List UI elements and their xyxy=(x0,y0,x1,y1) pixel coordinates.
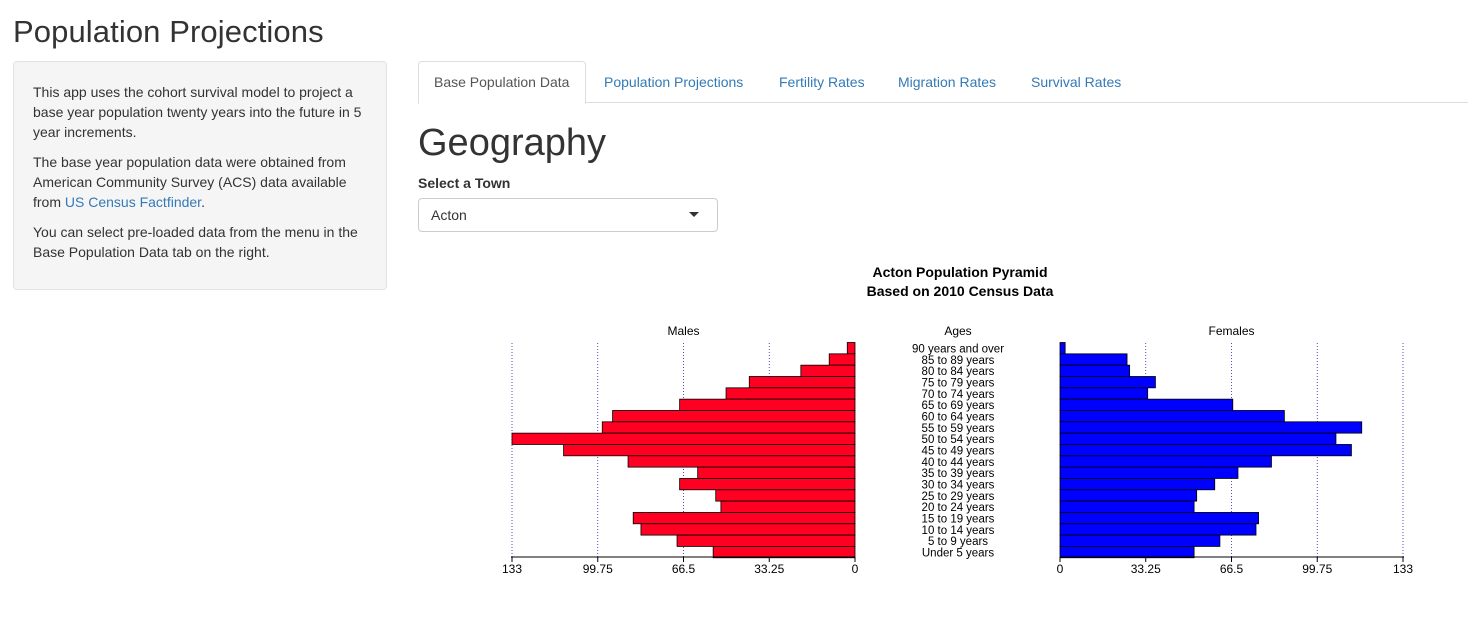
male-bar-85-to-89-years xyxy=(828,353,856,366)
female-bar-15-to-19-years xyxy=(1059,512,1259,525)
male-bar-30-to-34-years xyxy=(679,478,856,491)
females-tick-label: 66.5 xyxy=(1220,562,1244,576)
females-tick-label: 99.75 xyxy=(1302,562,1332,576)
age-label-5-to-9-years: 5 to 9 years xyxy=(928,536,988,548)
females-axis-label: Females xyxy=(1208,324,1254,338)
female-bar-60-to-64-years xyxy=(1059,410,1285,423)
female-bar-50-to-54-years xyxy=(1059,432,1337,445)
female-bar-5-to-9-years xyxy=(1059,534,1221,547)
females-tick-label: 33.25 xyxy=(1131,562,1161,576)
age-label-90-years-and-over: 90 years and over xyxy=(912,344,1004,356)
male-bar-35-to-39-years xyxy=(697,466,856,479)
chart-subtitle: Based on 2010 Census Data xyxy=(867,283,1054,299)
male-bar-55-to-59-years xyxy=(601,421,856,434)
age-label-15-to-19-years: 15 to 19 years xyxy=(922,513,995,525)
chart-title: Acton Population Pyramid xyxy=(872,264,1047,280)
age-label-35-to-39-years: 35 to 39 years xyxy=(922,468,995,480)
females-tick-label: 0 xyxy=(1057,562,1064,576)
male-bar-45-to-49-years xyxy=(563,444,856,457)
age-label-40-to-44-years: 40 to 44 years xyxy=(922,457,995,469)
sidebar-panel: This app uses the cohort survival model … xyxy=(13,61,387,290)
sidebar-source-text: The base year population data were obtai… xyxy=(33,152,367,212)
male-bar-20-to-24-years xyxy=(720,500,856,513)
females-tick-label: 133 xyxy=(1393,562,1413,576)
tab-base-population-data[interactable]: Base Population Data xyxy=(418,61,586,104)
age-label-70-to-74-years: 70 to 74 years xyxy=(922,389,995,401)
male-bar-15-to-19-years xyxy=(632,512,856,525)
age-label-85-to-89-years: 85 to 89 years xyxy=(922,355,995,367)
age-label-60-to-64-years: 60 to 64 years xyxy=(922,411,995,423)
tab-population-projections[interactable]: Population Projections xyxy=(604,74,744,90)
female-bar-30-to-34-years xyxy=(1059,478,1216,491)
tab-survival-rates[interactable]: Survival Rates xyxy=(1031,74,1122,90)
town-select-label: Select a Town xyxy=(418,175,511,191)
female-bar-70-to-74-years xyxy=(1059,387,1149,400)
age-label-25-to-29-years: 25 to 29 years xyxy=(922,491,995,503)
sidebar-source-before: The base year population data were obtai… xyxy=(33,154,347,210)
age-label-50-to-54-years: 50 to 54 years xyxy=(922,434,995,446)
female-bar-80-to-84-years xyxy=(1059,364,1131,377)
age-label-30-to-34-years: 30 to 34 years xyxy=(922,479,995,491)
sidebar-source-after: . xyxy=(201,194,205,210)
male-bar-90-years-and-over xyxy=(846,342,856,355)
male-bar-80-to-84-years xyxy=(800,364,856,377)
female-bar-25-to-29-years xyxy=(1059,489,1198,502)
males-tick-label: 0 xyxy=(852,562,859,576)
female-bar-under-5-years xyxy=(1059,546,1195,559)
female-bar-90-years-and-over xyxy=(1059,342,1066,355)
age-label-under-5-years: Under 5 years xyxy=(922,547,994,559)
female-bar-40-to-44-years xyxy=(1059,455,1272,468)
female-bar-35-to-39-years xyxy=(1059,466,1239,479)
app-title: Population Projections xyxy=(13,14,324,49)
sidebar-instructions-text: You can select pre-loaded data from the … xyxy=(33,224,358,260)
age-label-75-to-79-years: 75 to 79 years xyxy=(922,377,995,389)
tab-bar: Base Population Data Population Projecti… xyxy=(418,61,1468,104)
section-title: Geography xyxy=(418,122,607,164)
males-tick-label: 99.75 xyxy=(583,562,613,576)
ages-label: Ages xyxy=(944,324,971,338)
female-bar-20-to-24-years xyxy=(1059,500,1195,513)
tab-migration-rates[interactable]: Migration Rates xyxy=(898,74,997,90)
male-bar-10-to-14-years xyxy=(640,523,856,536)
female-bar-45-to-49-years xyxy=(1059,444,1352,457)
female-bar-85-to-89-years xyxy=(1059,353,1128,366)
male-bar-under-5-years xyxy=(712,546,856,559)
males-tick-label: 33.25 xyxy=(754,562,784,576)
town-select-value: Acton xyxy=(431,207,467,223)
age-label-55-to-59-years: 55 to 59 years xyxy=(922,423,995,435)
age-label-10-to-14-years: 10 to 14 years xyxy=(922,525,995,537)
male-bar-75-to-79-years xyxy=(748,376,856,389)
age-label-65-to-69-years: 65 to 69 years xyxy=(922,400,995,412)
male-bar-40-to-44-years xyxy=(627,455,856,468)
sidebar-intro-text: This app uses the cohort survival model … xyxy=(33,84,362,140)
female-bar-10-to-14-years xyxy=(1059,523,1257,536)
males-axis-label: Males xyxy=(667,324,699,338)
census-factfinder-link[interactable]: US Census Factfinder xyxy=(64,194,202,210)
female-bar-75-to-79-years xyxy=(1059,376,1156,389)
female-bar-65-to-69-years xyxy=(1059,398,1234,411)
male-bar-25-to-29-years xyxy=(715,489,856,502)
age-label-80-to-84-years: 80 to 84 years xyxy=(922,366,995,378)
male-bar-70-to-74-years xyxy=(725,387,856,400)
tab-fertility-rates[interactable]: Fertility Rates xyxy=(779,74,865,90)
town-select[interactable]: Acton xyxy=(418,198,718,232)
age-label-45-to-49-years: 45 to 49 years xyxy=(922,445,995,457)
male-bar-65-to-69-years xyxy=(679,398,856,411)
female-bar-55-to-59-years xyxy=(1059,421,1363,434)
male-bar-5-to-9-years xyxy=(676,534,856,547)
chevron-down-icon xyxy=(689,212,699,217)
age-label-20-to-24-years: 20 to 24 years xyxy=(922,502,995,514)
male-bar-50-to-54-years xyxy=(511,432,856,445)
male-bar-60-to-64-years xyxy=(612,410,856,423)
males-tick-label: 66.5 xyxy=(672,562,696,576)
males-tick-label: 133 xyxy=(502,562,522,576)
